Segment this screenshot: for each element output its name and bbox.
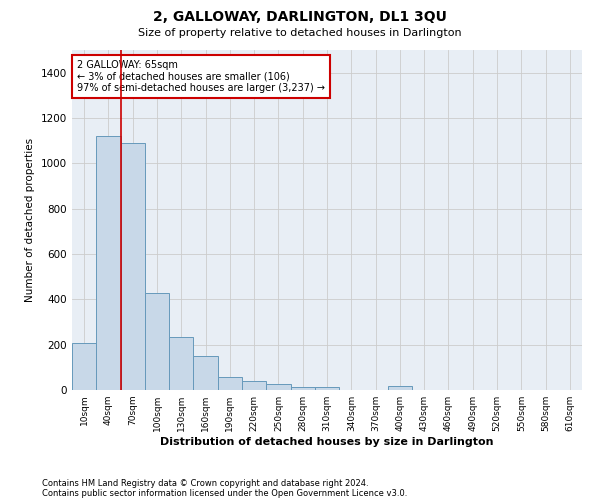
Text: Contains HM Land Registry data © Crown copyright and database right 2024.: Contains HM Land Registry data © Crown c…	[42, 478, 368, 488]
Y-axis label: Number of detached properties: Number of detached properties	[25, 138, 35, 302]
Bar	[218, 377, 242, 390]
Bar	[169, 338, 193, 390]
Bar	[266, 384, 290, 390]
Text: 2, GALLOWAY, DARLINGTON, DL1 3QU: 2, GALLOWAY, DARLINGTON, DL1 3QU	[153, 10, 447, 24]
Text: Contains public sector information licensed under the Open Government Licence v3: Contains public sector information licen…	[42, 488, 407, 498]
Text: Size of property relative to detached houses in Darlington: Size of property relative to detached ho…	[138, 28, 462, 38]
Bar	[72, 343, 96, 390]
Bar	[193, 356, 218, 390]
X-axis label: Distribution of detached houses by size in Darlington: Distribution of detached houses by size …	[160, 437, 494, 447]
Bar	[388, 386, 412, 390]
Bar	[145, 292, 169, 390]
Bar	[121, 143, 145, 390]
Bar	[290, 387, 315, 390]
Text: 2 GALLOWAY: 65sqm
← 3% of detached houses are smaller (106)
97% of semi-detached: 2 GALLOWAY: 65sqm ← 3% of detached house…	[77, 60, 325, 94]
Bar	[315, 387, 339, 390]
Bar	[242, 382, 266, 390]
Bar	[96, 136, 121, 390]
